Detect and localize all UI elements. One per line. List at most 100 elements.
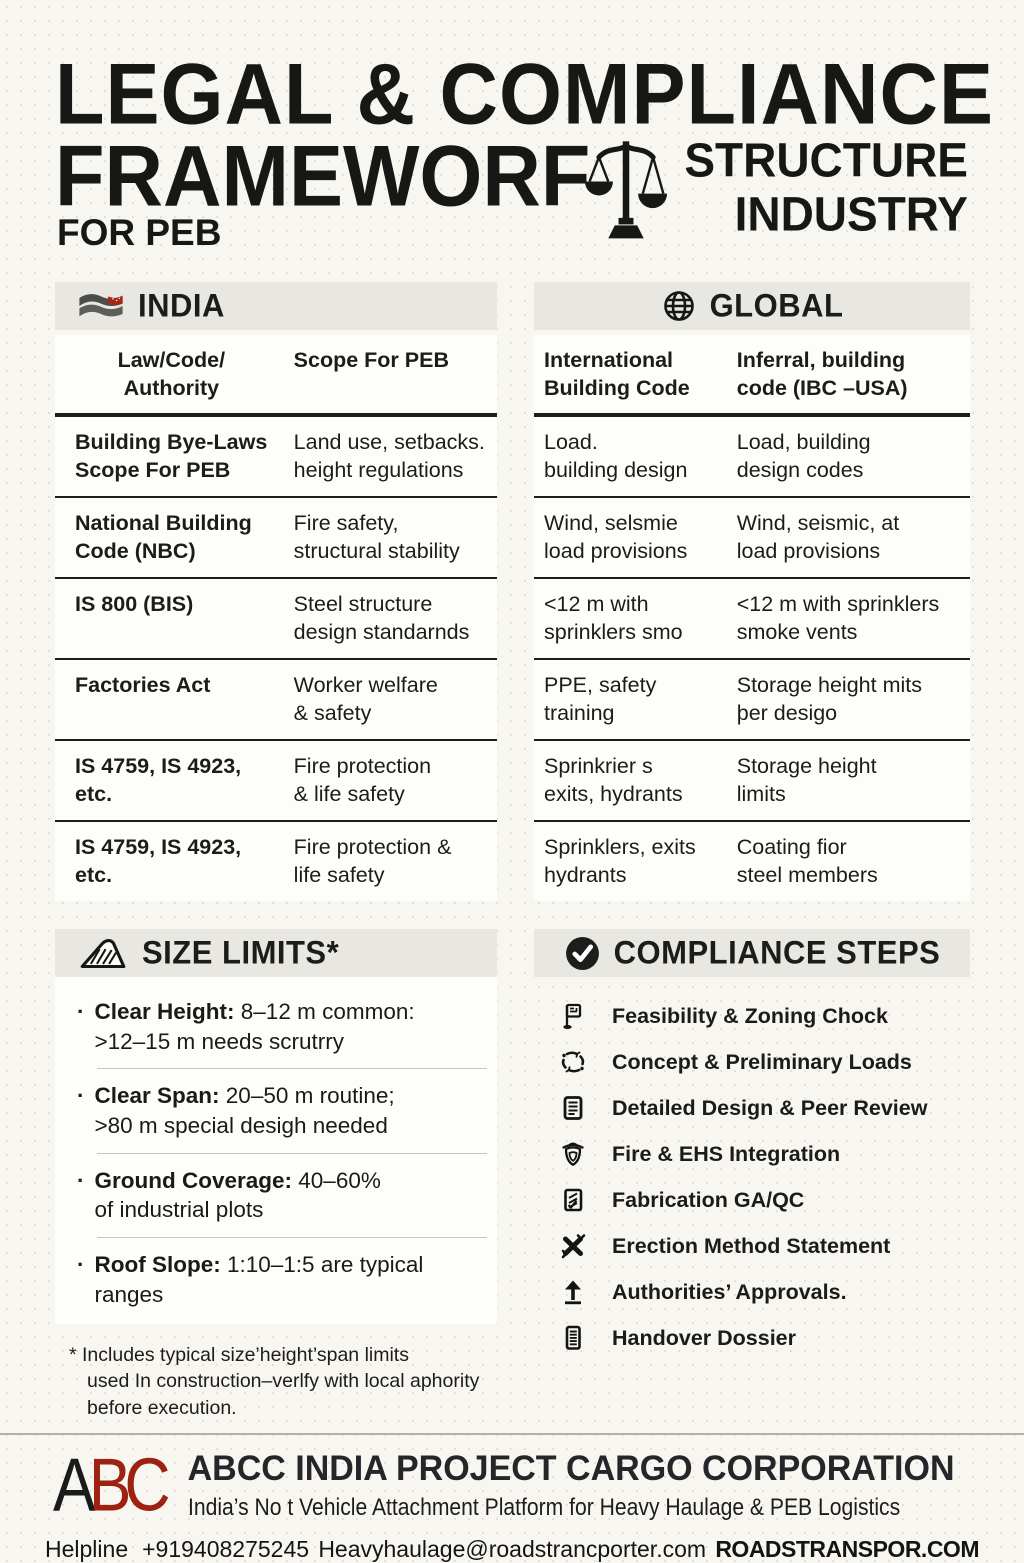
size-limit-label: Ground Coverage: <box>94 1167 293 1193</box>
step-label: Fire & EHS Integration <box>612 1141 841 1166</box>
global-cell-1: Wind, selsmie load provisions <box>544 511 688 563</box>
masthead-right: STRUCTURE INDUSTRY <box>578 132 968 244</box>
global-table: International Building Code Inferral, bu… <box>534 335 970 901</box>
table-row: IS 4759, IS 4923, etc. Fire protection &… <box>55 820 497 901</box>
size-limit-text: Clear Span: 20–50 m routine; >80 m speci… <box>95 1081 395 1140</box>
global-header-band: GLOBAL <box>534 282 970 330</box>
global-cell-2: Wind, seismic, at load provisions <box>736 511 900 563</box>
list-item: · Ground Coverage: 40–60% of industrial … <box>69 1166 489 1225</box>
law-cell: National Building Code (NBC) <box>75 511 252 563</box>
footer-brand-row: ABC ABCC INDIA PROJECT CARGO CORPORATION… <box>45 1447 979 1523</box>
page-title-line3: FOR PEB <box>57 212 222 253</box>
india-table: Law/Code/ Authority Scope For PEB Buildi… <box>55 335 497 901</box>
scope-cell: Fire safety, structural stability <box>293 511 460 563</box>
global-col-header-2: Inferral, building code (IBC –USA) <box>736 348 908 400</box>
page-title-line1: LEGAL & COMPLIANCE <box>55 47 995 143</box>
india-col-header-law: Law/Code/ Authority <box>117 348 226 400</box>
size-limits-header-band: SIZE LIMITS* <box>55 929 497 977</box>
globe-icon <box>661 288 697 324</box>
list-item: · Clear Height: 8–12 m common: >12–15 m … <box>69 997 489 1056</box>
global-cell-1: Sprinklers, exits hydrants <box>544 835 696 887</box>
global-cell-2: Storage height limits <box>736 754 877 806</box>
bullet: · <box>77 1252 85 1278</box>
table-row: IS 4759, IS 4923, etc. Fire protection &… <box>55 739 497 820</box>
step-label: Authorities’ Approvals. <box>612 1279 847 1304</box>
india-col-header-scope: Scope For PEB <box>293 348 449 372</box>
global-table-header: International Building Code Inferral, bu… <box>534 335 970 415</box>
document-icon <box>558 1093 588 1123</box>
step-label: Handover Dossier <box>612 1325 797 1350</box>
india-table-header: Law/Code/ Authority Scope For PEB <box>55 335 497 415</box>
step-label: Concept & Preliminary Loads <box>612 1049 912 1074</box>
table-row: Building Bye-Laws Scope For PEB Land use… <box>55 415 497 496</box>
list-item: Detailed Design & Peer Review <box>558 1085 970 1131</box>
list-item: Authorities’ Approvals. <box>558 1269 970 1315</box>
table-row: PPE, safety training Storage height mits… <box>534 658 970 739</box>
compliance-header-band: COMPLIANCE STEPS <box>534 929 970 977</box>
global-section-title: GLOBAL <box>709 287 844 324</box>
size-limit-label: Roof Slope: <box>94 1252 221 1278</box>
step-label: Fabrication GA/QC <box>612 1187 805 1212</box>
subtitle-line1: STRUCTURE <box>684 132 968 187</box>
size-limit-value: 40–60% of industrial plots <box>94 1167 381 1223</box>
size-limit-text: Ground Coverage: 40–60% of industrial pl… <box>95 1166 381 1225</box>
list-item: · Roof Slope: 1:10–1:5 are typical range… <box>69 1250 489 1309</box>
list-item: Fire & EHS Integration <box>558 1131 970 1177</box>
wedge-ramp-icon <box>77 935 129 972</box>
table-row: <12 m with sprinklers smo <12 m with spr… <box>534 577 970 658</box>
logo-letters-bc: BC <box>88 1441 171 1527</box>
global-cell-1: Sprinkrier s exits, hydrants <box>544 754 683 806</box>
signpost-icon <box>558 1001 588 1031</box>
size-limit-label: Clear Height: <box>94 999 235 1024</box>
size-limits-list: · Clear Height: 8–12 m common: >12–15 m … <box>55 977 497 1324</box>
india-flag-icon <box>77 289 125 323</box>
footer-brand-text: ABCC INDIA PROJECT CARGO CORPORATION Ind… <box>188 1449 997 1522</box>
subtitle-line2: INDUSTRY <box>734 186 968 242</box>
company-tagline: India’s No t Vehicle Attachment Platform… <box>187 1494 900 1522</box>
page-title-line2: FRAMEWORF <box>55 129 591 225</box>
logo-letter-a: A <box>53 1441 96 1527</box>
flow-icon <box>558 1048 588 1076</box>
scope-cell: Land use, setbacks. height regulations <box>293 430 485 482</box>
size-limits-title: SIZE LIMITS* <box>142 934 340 971</box>
upload-arrow-icon <box>558 1277 588 1307</box>
table-row: Load. building design Load, building des… <box>534 415 970 496</box>
scope-cell: Steel structure design standarnds <box>293 592 470 644</box>
size-limit-value: 1:10–1:5 are typical ranges <box>94 1252 424 1307</box>
table-row: National Building Code (NBC) Fire safety… <box>55 496 497 577</box>
list-item: Feasibility & Zoning Chock <box>558 993 970 1039</box>
list-item: · Clear Span: 20–50 m routine; >80 m spe… <box>69 1081 489 1140</box>
law-cell: Building Bye-Laws Scope For PEB <box>75 430 268 482</box>
global-cell-2: Coating fior steel members <box>736 835 878 887</box>
content-grid: INDIA Law/Code/ Authority Scope For PEB … <box>0 272 1024 1421</box>
table-row: Factories Act Worker welfare & safety <box>55 658 497 739</box>
company-name: ABCC INDIA PROJECT CARGO CORPORATION <box>187 1449 955 1489</box>
contact-email: Heavyhaulage@roadstrancporter.com <box>318 1536 707 1563</box>
global-cell-2: <12 m with sprinklers smoke vents <box>736 592 940 644</box>
crossed-tools-icon <box>558 1232 588 1260</box>
law-cell: IS 800 (BIS) <box>75 592 194 616</box>
size-limits-section: SIZE LIMITS* · Clear Height: 8–12 m comm… <box>55 929 497 1421</box>
size-limit-text: Roof Slope: 1:10–1:5 are typical ranges <box>95 1250 424 1309</box>
divider <box>97 1237 487 1239</box>
helpline: Helpline +919408275245 <box>45 1536 309 1563</box>
compliance-steps-list: Feasibility & Zoning Chock Concept & Pre… <box>534 993 970 1361</box>
size-limit-value: 8–12 m common: >12–15 m needs scrutrry <box>94 999 415 1054</box>
global-col-header-1: International Building Code <box>544 348 690 400</box>
scope-cell: Fire protection & life safety <box>293 835 452 887</box>
shield-check-icon <box>558 1139 588 1169</box>
balance-scale-icon <box>578 132 674 244</box>
scope-cell: Fire protection & life safety <box>293 754 432 806</box>
global-cell-2: Load, building design codes <box>736 430 871 482</box>
size-limit-label: Clear Span: <box>94 1083 220 1109</box>
masthead: LEGAL & COMPLIANCE FRAMEWORF FOR PEB STR… <box>0 0 1024 272</box>
table-row: Sprinkrier s exits, hydrants Storage hei… <box>534 739 970 820</box>
helpline-label: Helpline <box>45 1536 129 1563</box>
step-label: Feasibility & Zoning Chock <box>612 1003 888 1028</box>
global-cell-1: PPE, safety training <box>544 673 657 725</box>
notepad-icon <box>558 1323 588 1353</box>
footer: ABC ABCC INDIA PROJECT CARGO CORPORATION… <box>0 1433 1024 1563</box>
law-cell: Factories Act <box>75 673 211 697</box>
global-cell-2: Storage height mits þer desigo <box>736 673 922 725</box>
size-limits-footnote: * Includes typical size’height’span limi… <box>69 1343 480 1419</box>
